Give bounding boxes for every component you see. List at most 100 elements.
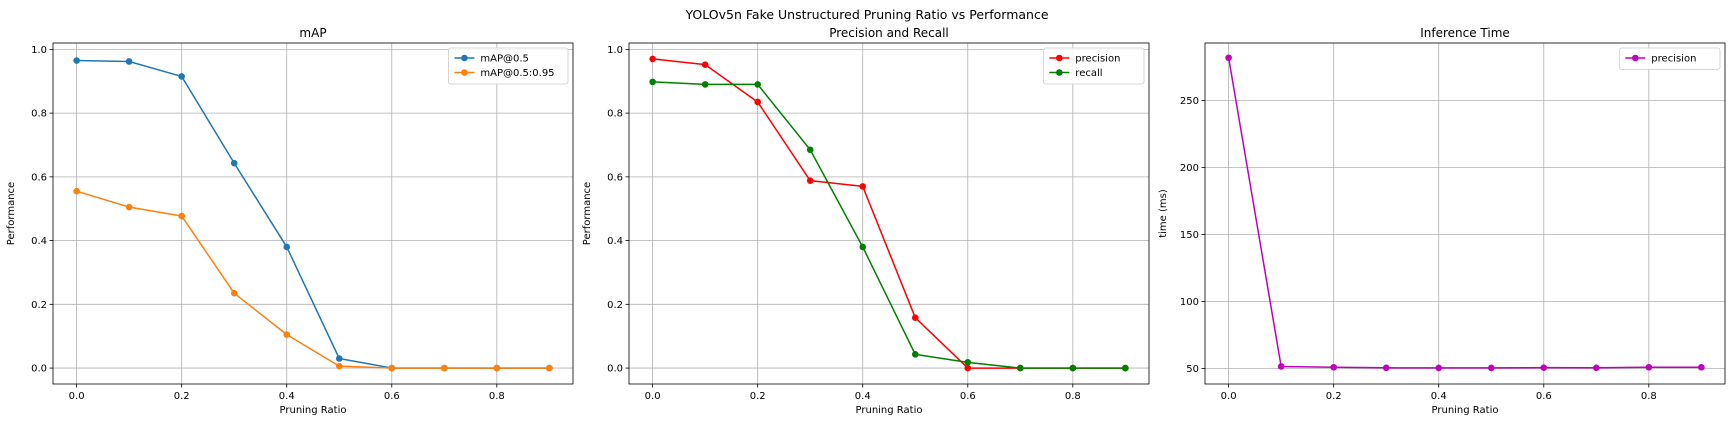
- x-tick-label: 0.8: [1641, 391, 1657, 402]
- legend: mAP@0.5 mAP@0.5:0.95: [447, 47, 569, 85]
- axes-frame: [628, 42, 1150, 385]
- data-point: [701, 61, 709, 68]
- data-point: [911, 314, 919, 322]
- x-axis-label: Pruning Ratio: [856, 405, 923, 416]
- data-point: [388, 364, 396, 372]
- legend-marker-1: [461, 54, 468, 62]
- data-point: [178, 212, 185, 220]
- y-tick-label: 0.0: [607, 364, 623, 375]
- x-tick-label: 0.6: [384, 391, 400, 402]
- data-point: [859, 243, 867, 251]
- data-point: [125, 203, 133, 211]
- data-point: [964, 364, 972, 372]
- data-point: [230, 159, 238, 167]
- data-point: [441, 364, 448, 372]
- legend-box: [447, 47, 569, 85]
- y-tick-label: 0.2: [31, 300, 47, 311]
- x-tick-label: 0.2: [174, 391, 190, 402]
- data-point: [1382, 364, 1390, 372]
- data-point: [964, 359, 972, 366]
- y-tick-label: 50: [1186, 364, 1199, 375]
- y-tick-label: 0.6: [607, 172, 623, 183]
- data-point: [335, 362, 343, 370]
- x-tick-label: 0.8: [1065, 391, 1081, 402]
- y-axis-label: Performance: [582, 182, 593, 245]
- y-tick-label: 0.6: [31, 172, 47, 183]
- y-tick-label: 1.0: [607, 45, 623, 56]
- legend-label-1: mAP@0.5: [480, 54, 529, 65]
- data-point: [1277, 363, 1285, 370]
- y-tick-label: 0.8: [607, 109, 623, 120]
- legend-box: [1618, 47, 1721, 70]
- x-tick-label: 0.6: [1536, 391, 1552, 402]
- y-axis-label: Performance: [6, 182, 17, 245]
- x-tick-label: 0.4: [855, 391, 871, 402]
- y-tick-label: 0.0: [31, 364, 47, 375]
- subplot-title: mAP: [299, 26, 326, 40]
- legend: precision: [1618, 47, 1721, 70]
- data-point: [1122, 364, 1129, 372]
- subplot-2: 0.0 0.2 0.4 0.6 0.8 0.0 0.2 0.4 0.6 0.8 1.0 Precisi…: [582, 26, 1150, 416]
- legend-marker-1: [1632, 54, 1639, 62]
- x-tick-label: 0.2: [1326, 391, 1342, 402]
- data-point: [806, 146, 814, 154]
- y-tick-label: 0.4: [607, 236, 623, 247]
- data-point: [546, 364, 553, 372]
- data-point: [1698, 363, 1705, 371]
- data-point: [1540, 364, 1548, 371]
- data-point: [701, 81, 709, 88]
- y-tick-label: 150: [1180, 230, 1199, 241]
- y-tick-label: 1.0: [31, 45, 47, 56]
- legend: precision recall: [1042, 47, 1145, 85]
- y-tick-label: 0.4: [31, 236, 47, 247]
- figure-title: YOLOv5n Fake Unstructured Pruning Ratio …: [684, 7, 1048, 22]
- data-point: [1330, 363, 1337, 371]
- data-point: [73, 57, 80, 64]
- legend-label-1: precision: [1651, 54, 1696, 65]
- data-point: [911, 351, 919, 358]
- data-point: [335, 355, 343, 362]
- subplot-title: Inference Time: [1420, 26, 1510, 40]
- data-point: [754, 81, 761, 88]
- y-tick-label: 200: [1180, 163, 1199, 174]
- data-point: [283, 331, 291, 338]
- data-point: [283, 243, 291, 251]
- series-line-1: [1227, 57, 1702, 369]
- subplot-3: 0.0 0.2 0.4 0.6 0.8 50 100 150 200 250 Inference T…: [1158, 26, 1726, 416]
- legend-label-2: mAP@0.5:0.95: [480, 68, 554, 79]
- data-point: [859, 183, 867, 190]
- x-tick-label: 0.6: [960, 391, 976, 402]
- data-point: [125, 58, 133, 65]
- y-tick-label: 0.2: [607, 300, 623, 311]
- axes-frame: [1204, 42, 1726, 385]
- x-tick-label: 0.8: [489, 391, 505, 402]
- legend-marker-1: [1056, 54, 1063, 62]
- legend-marker-2: [1056, 69, 1063, 76]
- x-tick-label: 0.4: [279, 391, 295, 402]
- data-point: [230, 289, 238, 297]
- legend-marker-2: [461, 69, 468, 76]
- x-tick-label: 0.4: [1431, 391, 1447, 402]
- subplot-title: Precision and Recall: [829, 26, 949, 40]
- x-tick-label: 0.2: [750, 391, 766, 402]
- data-point: [649, 55, 656, 63]
- data-point: [1017, 364, 1024, 372]
- x-tick-label: 0.0: [1221, 391, 1237, 402]
- x-tick-label: 0.0: [645, 391, 661, 402]
- data-point: [754, 98, 761, 106]
- legend-box: [1042, 47, 1145, 85]
- data-point: [1435, 364, 1443, 372]
- data-point: [493, 364, 501, 372]
- x-tick-label: 0.0: [69, 391, 85, 402]
- data-point: [1069, 364, 1077, 372]
- subplot-1: 0.0 0.2 0.4 0.6 0.8 0.0 0.2 0.4 0.6 0.8 1.0 mAP Prun…: [6, 26, 574, 416]
- y-tick-label: 100: [1180, 297, 1199, 308]
- legend-label-2: recall: [1075, 68, 1102, 79]
- data-point: [1225, 54, 1232, 62]
- y-tick-label: 0.8: [31, 109, 47, 120]
- data-point: [178, 73, 185, 80]
- series-line-2: [652, 81, 1126, 369]
- y-tick-label: 250: [1180, 96, 1199, 107]
- axes-frame: [52, 42, 574, 385]
